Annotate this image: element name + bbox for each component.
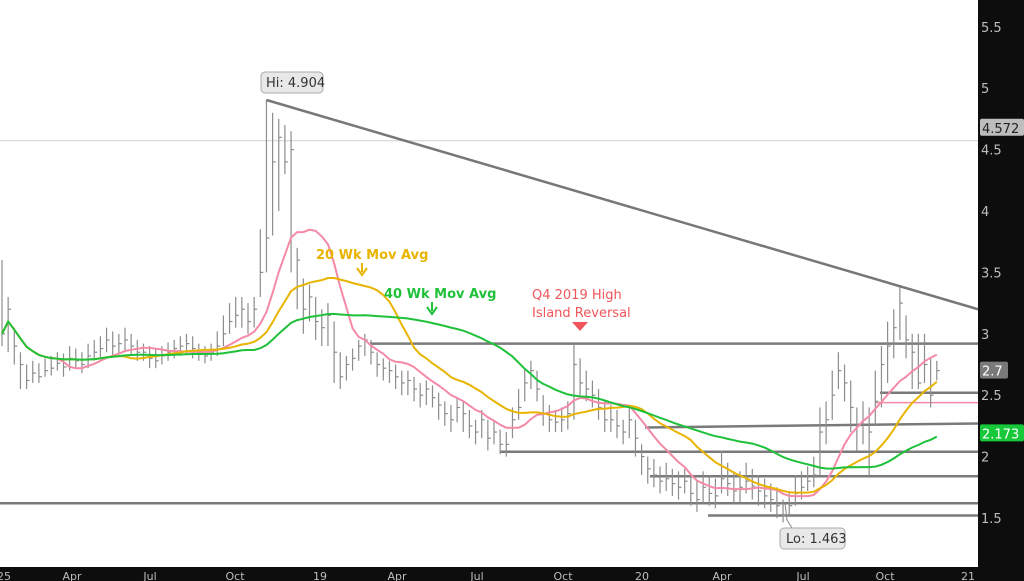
plot-area [0,0,978,567]
trendline [266,98,979,311]
x-tick-label: Apr [712,570,732,581]
x-axis-panel[interactable] [0,567,1024,581]
y-tick-label: 2.5 [981,389,1002,404]
y-tick-label: 3.5 [981,266,1002,281]
ma20-annotation: 20 Wk Mov Avg [316,248,428,263]
x-tick-label: 25 [0,570,11,581]
reversal-annotation-line1: Q4 2019 High [532,288,622,303]
price-badge [980,118,1024,136]
price-badge-label: 2.173 [982,427,1019,442]
high-label-box [260,71,324,94]
x-tick-label: Oct [875,570,895,581]
y-tick-label: 4.5 [981,144,1002,159]
x-tick-label: 19 [313,570,327,581]
y-tick-label: 5.5 [981,21,1002,36]
low-label: Lo: 1.463 [786,532,847,547]
ma40-arrow-icon [426,302,438,316]
support-resistance-line [644,422,979,429]
y-tick-label: 1.5 [981,512,1002,527]
x-tick-label: Jul [795,570,809,581]
ma40-annotation: 40 Wk Mov Avg [384,287,496,302]
low-label-connector [784,502,793,529]
price-badge-label: 2.7 [982,365,1003,380]
moving-average-40-line [1,312,938,470]
y-tick-label: 2 [981,451,989,466]
x-tick-label: Jul [142,570,156,581]
x-tick-label: Oct [553,570,573,581]
y-axis-panel[interactable] [978,0,1024,581]
y-tick-label: 4 [981,205,989,220]
low-label-box [779,527,846,550]
price-badge [980,424,1024,442]
x-tick-label: Apr [387,570,407,581]
ma20-arrow-icon [356,263,368,277]
x-tick-label: Apr [62,570,82,581]
x-tick-label: Oct [225,570,245,581]
x-tick-label: Jul [469,570,483,581]
x-tick-label: 21 [961,570,975,581]
price-badge-label: 4.572 [982,122,1019,137]
price-badge [980,361,1008,379]
reversal-annotation-line2: Island Reversal [532,306,631,321]
moving-average-10-line [1,228,938,498]
reversal-triangle-icon [572,322,588,331]
x-tick-label: 20 [635,570,649,581]
high-label: Hi: 4.904 [266,76,325,91]
y-tick-label: 5 [981,82,989,97]
y-tick-label: 3 [981,328,989,343]
